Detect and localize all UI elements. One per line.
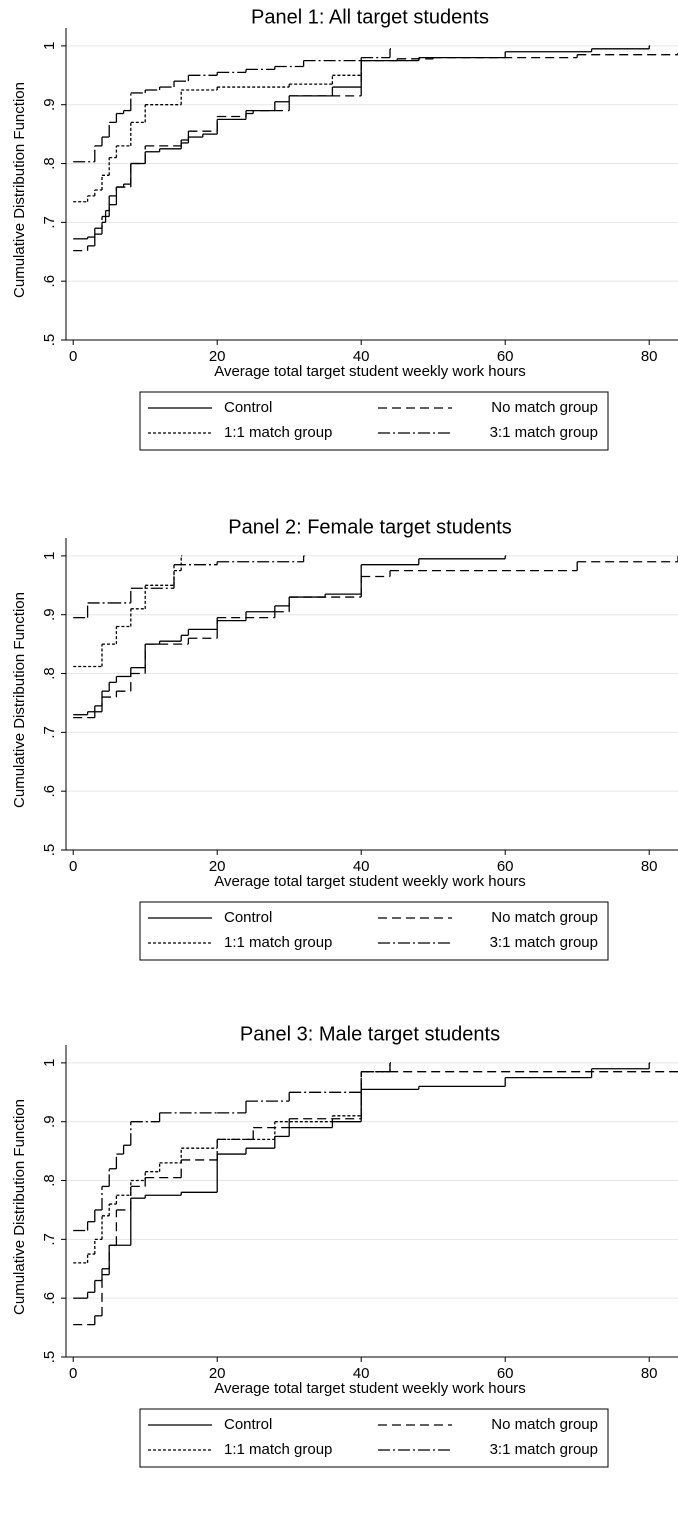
y-tick-label: 1 (41, 552, 58, 560)
y-tick-label: 1 (41, 42, 58, 50)
legend-label: No match group (491, 1416, 598, 1433)
x-tick-label: 60 (497, 858, 514, 875)
legend-label: 1:1 match group (224, 934, 332, 951)
y-tick-label: .6 (41, 785, 58, 798)
chart-title: Panel 3: Male target students (240, 1023, 500, 1045)
y-tick-label: .5 (41, 844, 58, 857)
x-tick-label: 20 (209, 1365, 226, 1382)
x-tick-label: 40 (353, 1365, 370, 1382)
legend-label: 1:1 match group (224, 424, 332, 441)
x-tick-label: 40 (353, 348, 370, 365)
panel: Panel 3: Male target students .5 .6 .7 .8 .9 1… (11, 1023, 678, 1468)
legend-box (139, 391, 609, 451)
x-tick-label: 20 (209, 348, 226, 365)
y-tick-label: .6 (41, 275, 58, 288)
x-tick-label: 40 (353, 858, 370, 875)
x-tick-label: 80 (641, 1365, 658, 1382)
x-tick-label: 80 (641, 348, 658, 365)
legend-box (139, 901, 609, 961)
panel: Panel 2: Female target students .5 .6 .7 .8.… (11, 516, 678, 961)
y-tick-label: .7 (41, 726, 58, 739)
x-axis-label: Average total target student weekly work… (214, 1380, 526, 1397)
legend-box (139, 1408, 609, 1468)
x-tick-label: 20 (209, 858, 226, 875)
y-tick-label: .5 (41, 1351, 58, 1364)
y-tick-label: 1 (41, 1059, 58, 1067)
x-tick-label: 0 (69, 348, 77, 365)
x-tick-label: 60 (497, 348, 514, 365)
y-tick-label: .8 (41, 157, 58, 170)
y-tick-label: .6 (41, 1292, 58, 1305)
legend-label: 1:1 match group (224, 1441, 332, 1458)
legend-label: No match group (491, 399, 598, 416)
y-tick-label: .9 (41, 98, 58, 111)
chart-title: Panel 2: Female target students (228, 516, 512, 538)
panel: Panel 1: All target students .5 .6 .7 .8 .9 1 0… (11, 6, 678, 451)
chart-title: Panel 1: All target students (251, 6, 489, 28)
y-axis-label: Cumulative Distribution Function (11, 592, 28, 808)
legend-label: 3:1 match group (490, 934, 598, 951)
x-tick-label: 0 (69, 858, 77, 875)
legend-label: 3:1 match group (490, 1441, 598, 1458)
y-tick-label: .8 (41, 1174, 58, 1187)
legend-label: Control (224, 909, 272, 926)
y-tick-label: .5 (41, 334, 58, 347)
legend-label: Control (224, 399, 272, 416)
y-axis-label: Cumulative Distribution Function (11, 1099, 28, 1315)
legend-label: No match group (491, 909, 598, 926)
x-tick-label: 80 (641, 858, 658, 875)
legend-label: Control (224, 1416, 272, 1433)
x-tick-label: 60 (497, 1365, 514, 1382)
y-tick-label: .9 (41, 1115, 58, 1128)
y-tick-label: .7 (41, 1233, 58, 1246)
y-tick-label: .8 (41, 667, 58, 680)
x-axis-label: Average total target student weekly work… (214, 873, 526, 890)
y-axis-label: Cumulative Distribution Function (11, 82, 28, 298)
x-axis-label: Average total target student weekly work… (214, 363, 526, 380)
y-tick-label: .7 (41, 216, 58, 229)
y-tick-label: .9 (41, 608, 58, 621)
legend-label: 3:1 match group (490, 424, 598, 441)
x-tick-label: 0 (69, 1365, 77, 1382)
